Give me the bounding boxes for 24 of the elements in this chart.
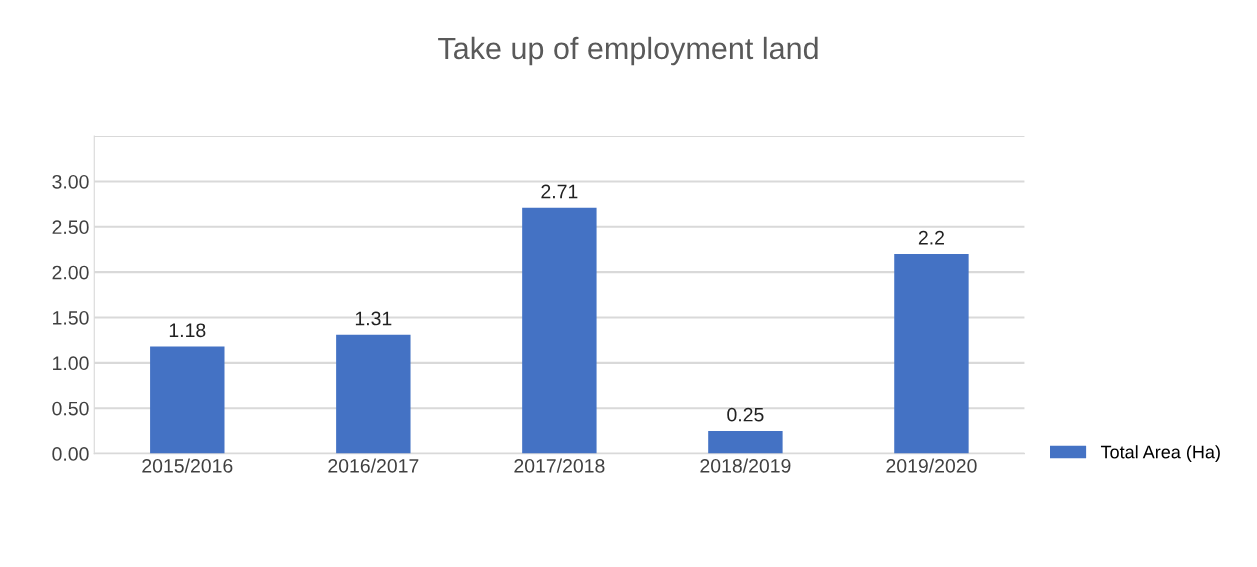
x-tick-label: 2017/2018 [514, 458, 605, 473]
x-tick-label: 2016/2017 [328, 458, 419, 473]
data-label: 2.71 [541, 184, 578, 199]
bar [336, 334, 411, 454]
bar [708, 430, 783, 454]
data-label: 1.18 [169, 323, 206, 338]
data-label: 2.2 [918, 230, 944, 245]
x-tick-label: 2019/2020 [886, 458, 977, 473]
y-tick-label: 0.00 [52, 447, 89, 461]
data-label: 1.31 [355, 311, 392, 326]
y-tick-label: 0.50 [52, 401, 89, 416]
y-tick-label: 2.00 [52, 265, 89, 280]
x-tick-label: 2015/2016 [142, 458, 233, 473]
legend-label: Total Area (Ha) [1100, 445, 1220, 463]
chart-title: Take up of employment land [438, 36, 818, 66]
bar [522, 207, 597, 454]
y-tick-label: 3.00 [52, 174, 89, 189]
y-tick-label: 1.50 [53, 310, 89, 325]
y-tick-label: 1.00 [53, 356, 89, 371]
bar [150, 346, 225, 454]
bar [894, 254, 969, 454]
y-tick-label: 2.50 [52, 220, 89, 235]
data-label: 0.25 [727, 407, 764, 422]
x-tick-label: 2018/2019 [700, 458, 791, 473]
